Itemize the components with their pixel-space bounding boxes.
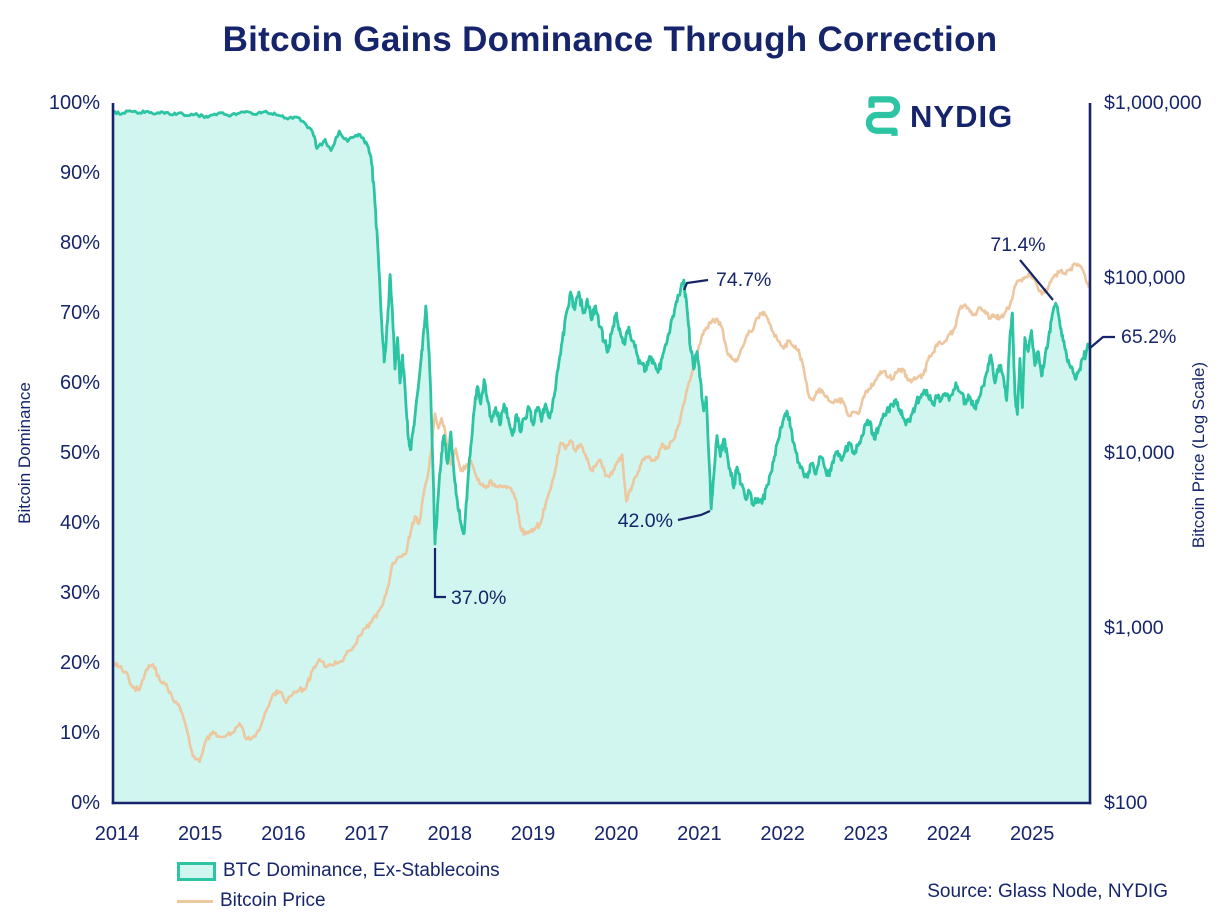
chart-legend: BTC Dominance, Ex-Stablecoins Bitcoin Pr… [177, 856, 500, 916]
x-axis-ticks: 2014 2015 2016 2017 2018 2019 2020 2021 2022 2023… [95, 823, 1055, 845]
annotation-leader-line [677, 509, 711, 522]
annotation-label: 74.7% [716, 269, 771, 291]
x-axis-tick: 2024 [927, 823, 972, 845]
nydig-logo-text: NYDIG [910, 98, 1014, 134]
annotation-leader-line [682, 278, 709, 291]
left-axis-tick: 50% [60, 442, 100, 464]
annotation-71.4%: 71.4% [990, 234, 1054, 301]
x-axis-tick: 2017 [344, 823, 389, 845]
annotation-label: 42.0% [618, 510, 673, 532]
annotation-65.2%: 65.2% [1089, 326, 1176, 349]
left-axis-tick: 20% [60, 652, 100, 674]
annotation-leader-line [1019, 259, 1054, 301]
legend-label-dominance: BTC Dominance, Ex-Stablecoins [223, 860, 500, 881]
price-line [111, 262, 1091, 764]
left-axis-tick: 0% [71, 792, 100, 814]
annotation-leader-line [1089, 335, 1115, 349]
left-axis-tick: 80% [60, 232, 100, 254]
right-axis-tick: $100,000 [1104, 267, 1185, 289]
x-axis-tick: 2020 [594, 823, 639, 845]
annotation-37.0%: 37.0% [433, 548, 506, 609]
annotation-label: 37.0% [451, 587, 506, 609]
annotation-leader-line [433, 548, 446, 599]
nydig-logo: NYDIG [864, 90, 1013, 143]
nydig-logo-icon [864, 90, 902, 143]
x-axis-tick: 2021 [677, 823, 722, 845]
left-axis-tick: 10% [60, 722, 100, 744]
left-axis-tick: 30% [60, 582, 100, 604]
left-axis-tick: 40% [60, 512, 100, 534]
page-title: Bitcoin Gains Dominance Through Correcti… [222, 20, 998, 59]
legend-item-dominance: BTC Dominance, Ex-Stablecoins [177, 856, 500, 886]
right-axis-tick: $1,000,000 [1104, 92, 1202, 114]
x-axis-tick: 2018 [428, 823, 473, 845]
right-axis-title: Bitcoin Price (Log Scale) [1189, 362, 1208, 548]
right-axis-ticks: $100 $1,000 $10,000 $100,000 $1,000,000 [1104, 92, 1202, 814]
dominance-area [113, 110, 1090, 803]
left-axis-tick: 90% [60, 162, 100, 184]
annotation-label: 71.4% [990, 234, 1045, 256]
x-axis-tick: 2023 [844, 823, 889, 845]
dominance-line [113, 109, 1090, 546]
annotation-74.7%: 74.7% [682, 269, 771, 291]
legend-item-price: Bitcoin Price [177, 886, 500, 916]
dominance-swatch [177, 861, 216, 881]
price-swatch [177, 899, 213, 903]
right-axis-tick: $1,000 [1104, 617, 1164, 639]
left-axis-tick: 70% [60, 302, 100, 324]
x-axis-tick: 2025 [1010, 823, 1055, 845]
source-attribution: Source: Glass Node, NYDIG [927, 881, 1168, 902]
x-axis-tick: 2014 [95, 823, 140, 845]
right-axis-tick: $10,000 [1104, 442, 1175, 464]
left-axis-title: Bitcoin Dominance [15, 382, 34, 524]
left-axis-ticks: 0% 10% 20% 30% 40% 50% 60% 70% 80% 90% 100% [49, 92, 100, 814]
annotation-label: 65.2% [1121, 326, 1176, 348]
left-axis-tick: 100% [49, 92, 100, 114]
right-axis-tick: $100 [1104, 792, 1148, 814]
annotation-42.0%: 42.0% [618, 509, 711, 532]
x-axis-tick: 2022 [760, 823, 805, 845]
left-axis-tick: 60% [60, 372, 100, 394]
x-axis-tick: 2015 [178, 823, 223, 845]
x-axis-tick: 2019 [511, 823, 556, 845]
legend-label-price: Bitcoin Price [220, 890, 326, 911]
x-axis-tick: 2016 [261, 823, 306, 845]
